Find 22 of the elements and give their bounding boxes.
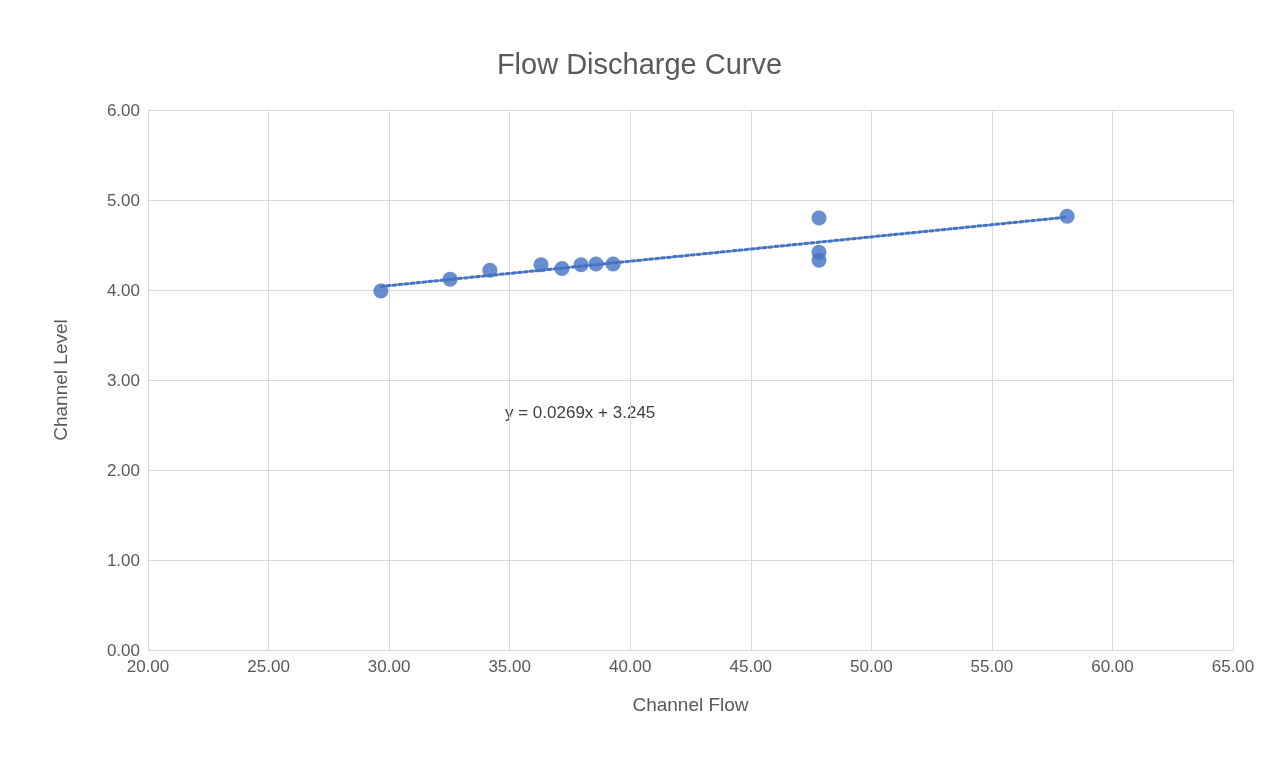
y-tick-label: 0.00 xyxy=(106,640,140,660)
y-tick-label: 6.00 xyxy=(106,100,140,120)
y-tick-label: 2.00 xyxy=(106,460,140,480)
x-tick-label: 60.00 xyxy=(1091,657,1134,676)
x-tick-label: 35.00 xyxy=(488,657,531,676)
x-tick-label: 30.00 xyxy=(367,657,411,676)
y-tick-label: 5.00 xyxy=(106,190,140,210)
x-tick-label: 40.00 xyxy=(608,657,652,676)
y-tick-label: 4.00 xyxy=(106,280,140,300)
x-tick-label: 50.00 xyxy=(850,657,893,676)
x-tick-label: 65.00 xyxy=(1211,657,1255,676)
x-tick-label: 25.00 xyxy=(247,657,290,676)
x-tick-label: 20.00 xyxy=(126,657,170,676)
x-tick-label: 45.00 xyxy=(729,657,773,676)
x-tick-label: 55.00 xyxy=(970,657,1014,676)
y-axis-title: Channel Level xyxy=(50,319,71,441)
y-tick-label: 1.00 xyxy=(106,550,140,570)
y-tick-label: 3.00 xyxy=(106,370,140,390)
chart-title: Flow Discharge Curve xyxy=(496,47,783,80)
point xyxy=(811,252,827,268)
x-axis-title: Channel Flow xyxy=(632,694,749,715)
point xyxy=(811,210,827,226)
